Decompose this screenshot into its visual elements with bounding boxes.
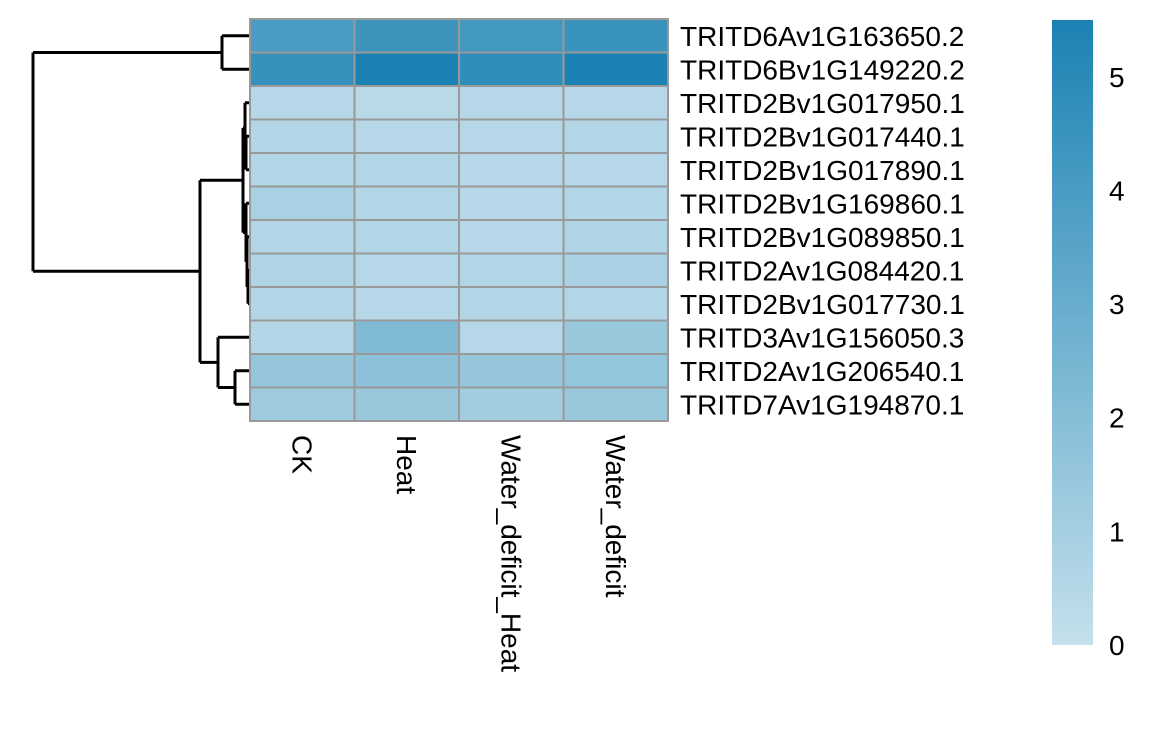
row-label: TRITD2Bv1G017890.1: [680, 155, 965, 186]
row-labels: TRITD6Av1G163650.2TRITD6Bv1G149220.2TRIT…: [680, 21, 965, 421]
heatmap-cell: [353, 252, 460, 288]
heatmap-cell: [458, 152, 565, 188]
legend-tick-label: 2: [1109, 403, 1125, 434]
row-label: TRITD3Av1G156050.3: [680, 322, 964, 353]
heatmap-cell: [458, 51, 565, 87]
heatmap-cell: [249, 353, 356, 389]
heatmap-cell: [353, 185, 460, 221]
heatmap-cell: [353, 51, 460, 87]
row-label: TRITD2Bv1G017730.1: [680, 289, 965, 320]
column-label: CK: [286, 435, 317, 474]
heatmap-cell: [353, 386, 460, 422]
heatmap-cell: [562, 386, 669, 422]
heatmap-cell: [458, 252, 565, 288]
heatmap-cell: [249, 185, 356, 221]
heatmap-cell: [249, 51, 356, 87]
heatmap-cell: [249, 319, 356, 355]
row-label: TRITD2Av1G084420.1: [680, 255, 964, 286]
heatmap-cell: [458, 386, 565, 422]
heatmap-cell: [562, 118, 669, 154]
legend-color-bar: [1052, 20, 1093, 645]
heatmap-cell: [249, 386, 356, 422]
heatmap-cell: [353, 118, 460, 154]
row-label: TRITD6Av1G163650.2: [680, 21, 964, 52]
heatmap-cell: [353, 353, 460, 389]
heatmap-cell: [249, 85, 356, 121]
heatmap-cell: [458, 353, 565, 389]
heatmap-cell: [249, 252, 356, 288]
heatmap-cell: [562, 152, 669, 188]
heatmap-cell: [562, 51, 669, 87]
heatmap-cell: [249, 286, 356, 322]
row-label: TRITD2Bv1G169860.1: [680, 188, 965, 219]
row-dendrogram: [31, 34, 250, 406]
legend-tick-label: 0: [1109, 630, 1125, 661]
legend-tick-label: 5: [1109, 62, 1125, 93]
heatmap-cell: [562, 319, 669, 355]
heatmap-cell: [562, 252, 669, 288]
heatmap-cell: [562, 185, 669, 221]
legend-tick-label: 3: [1109, 289, 1125, 320]
heatmap-cell: [458, 18, 565, 54]
heatmap-cell: [353, 319, 460, 355]
column-label: Heat: [391, 435, 422, 494]
heatmap-cell: [562, 85, 669, 121]
heatmap-cell: [458, 319, 565, 355]
heatmap-cell: [562, 18, 669, 54]
column-labels: CK Heat Water_deficit_Heat Water_deficit: [286, 435, 631, 672]
row-label: TRITD6Bv1G149220.2: [680, 54, 965, 85]
heatmap-cells: [249, 18, 669, 422]
heatmap-cell: [249, 18, 356, 54]
row-label: TRITD2Bv1G017440.1: [680, 121, 965, 152]
heatmap-cell: [353, 18, 460, 54]
heatmap-cell: [562, 219, 669, 255]
row-label: TRITD2Bv1G089850.1: [680, 222, 965, 253]
column-label: Water_deficit: [600, 435, 631, 598]
heatmap-cell: [562, 286, 669, 322]
heatmap-cell: [249, 219, 356, 255]
heatmap-cell: [353, 85, 460, 121]
heatmap-cell: [458, 286, 565, 322]
color-legend: 0 1 2 3 4 5: [1052, 20, 1125, 661]
heatmap-cell: [458, 219, 565, 255]
heatmap-cell: [249, 118, 356, 154]
column-label: Water_deficit_Heat: [495, 435, 526, 672]
heatmap-cell: [353, 152, 460, 188]
heatmap-cell: [249, 152, 356, 188]
heatmap-cell: [562, 353, 669, 389]
legend-tick-label: 1: [1109, 516, 1125, 547]
legend-tick-label: 4: [1109, 175, 1125, 206]
heatmap-cell: [353, 286, 460, 322]
heatmap-cell: [353, 219, 460, 255]
row-label: TRITD7Av1G194870.1: [680, 389, 964, 420]
heatmap-cell: [458, 85, 565, 121]
row-label: TRITD2Bv1G017950.1: [680, 88, 965, 119]
heatmap-cell: [458, 185, 565, 221]
row-label: TRITD2Av1G206540.1: [680, 356, 964, 387]
heatmap-cell: [458, 118, 565, 154]
